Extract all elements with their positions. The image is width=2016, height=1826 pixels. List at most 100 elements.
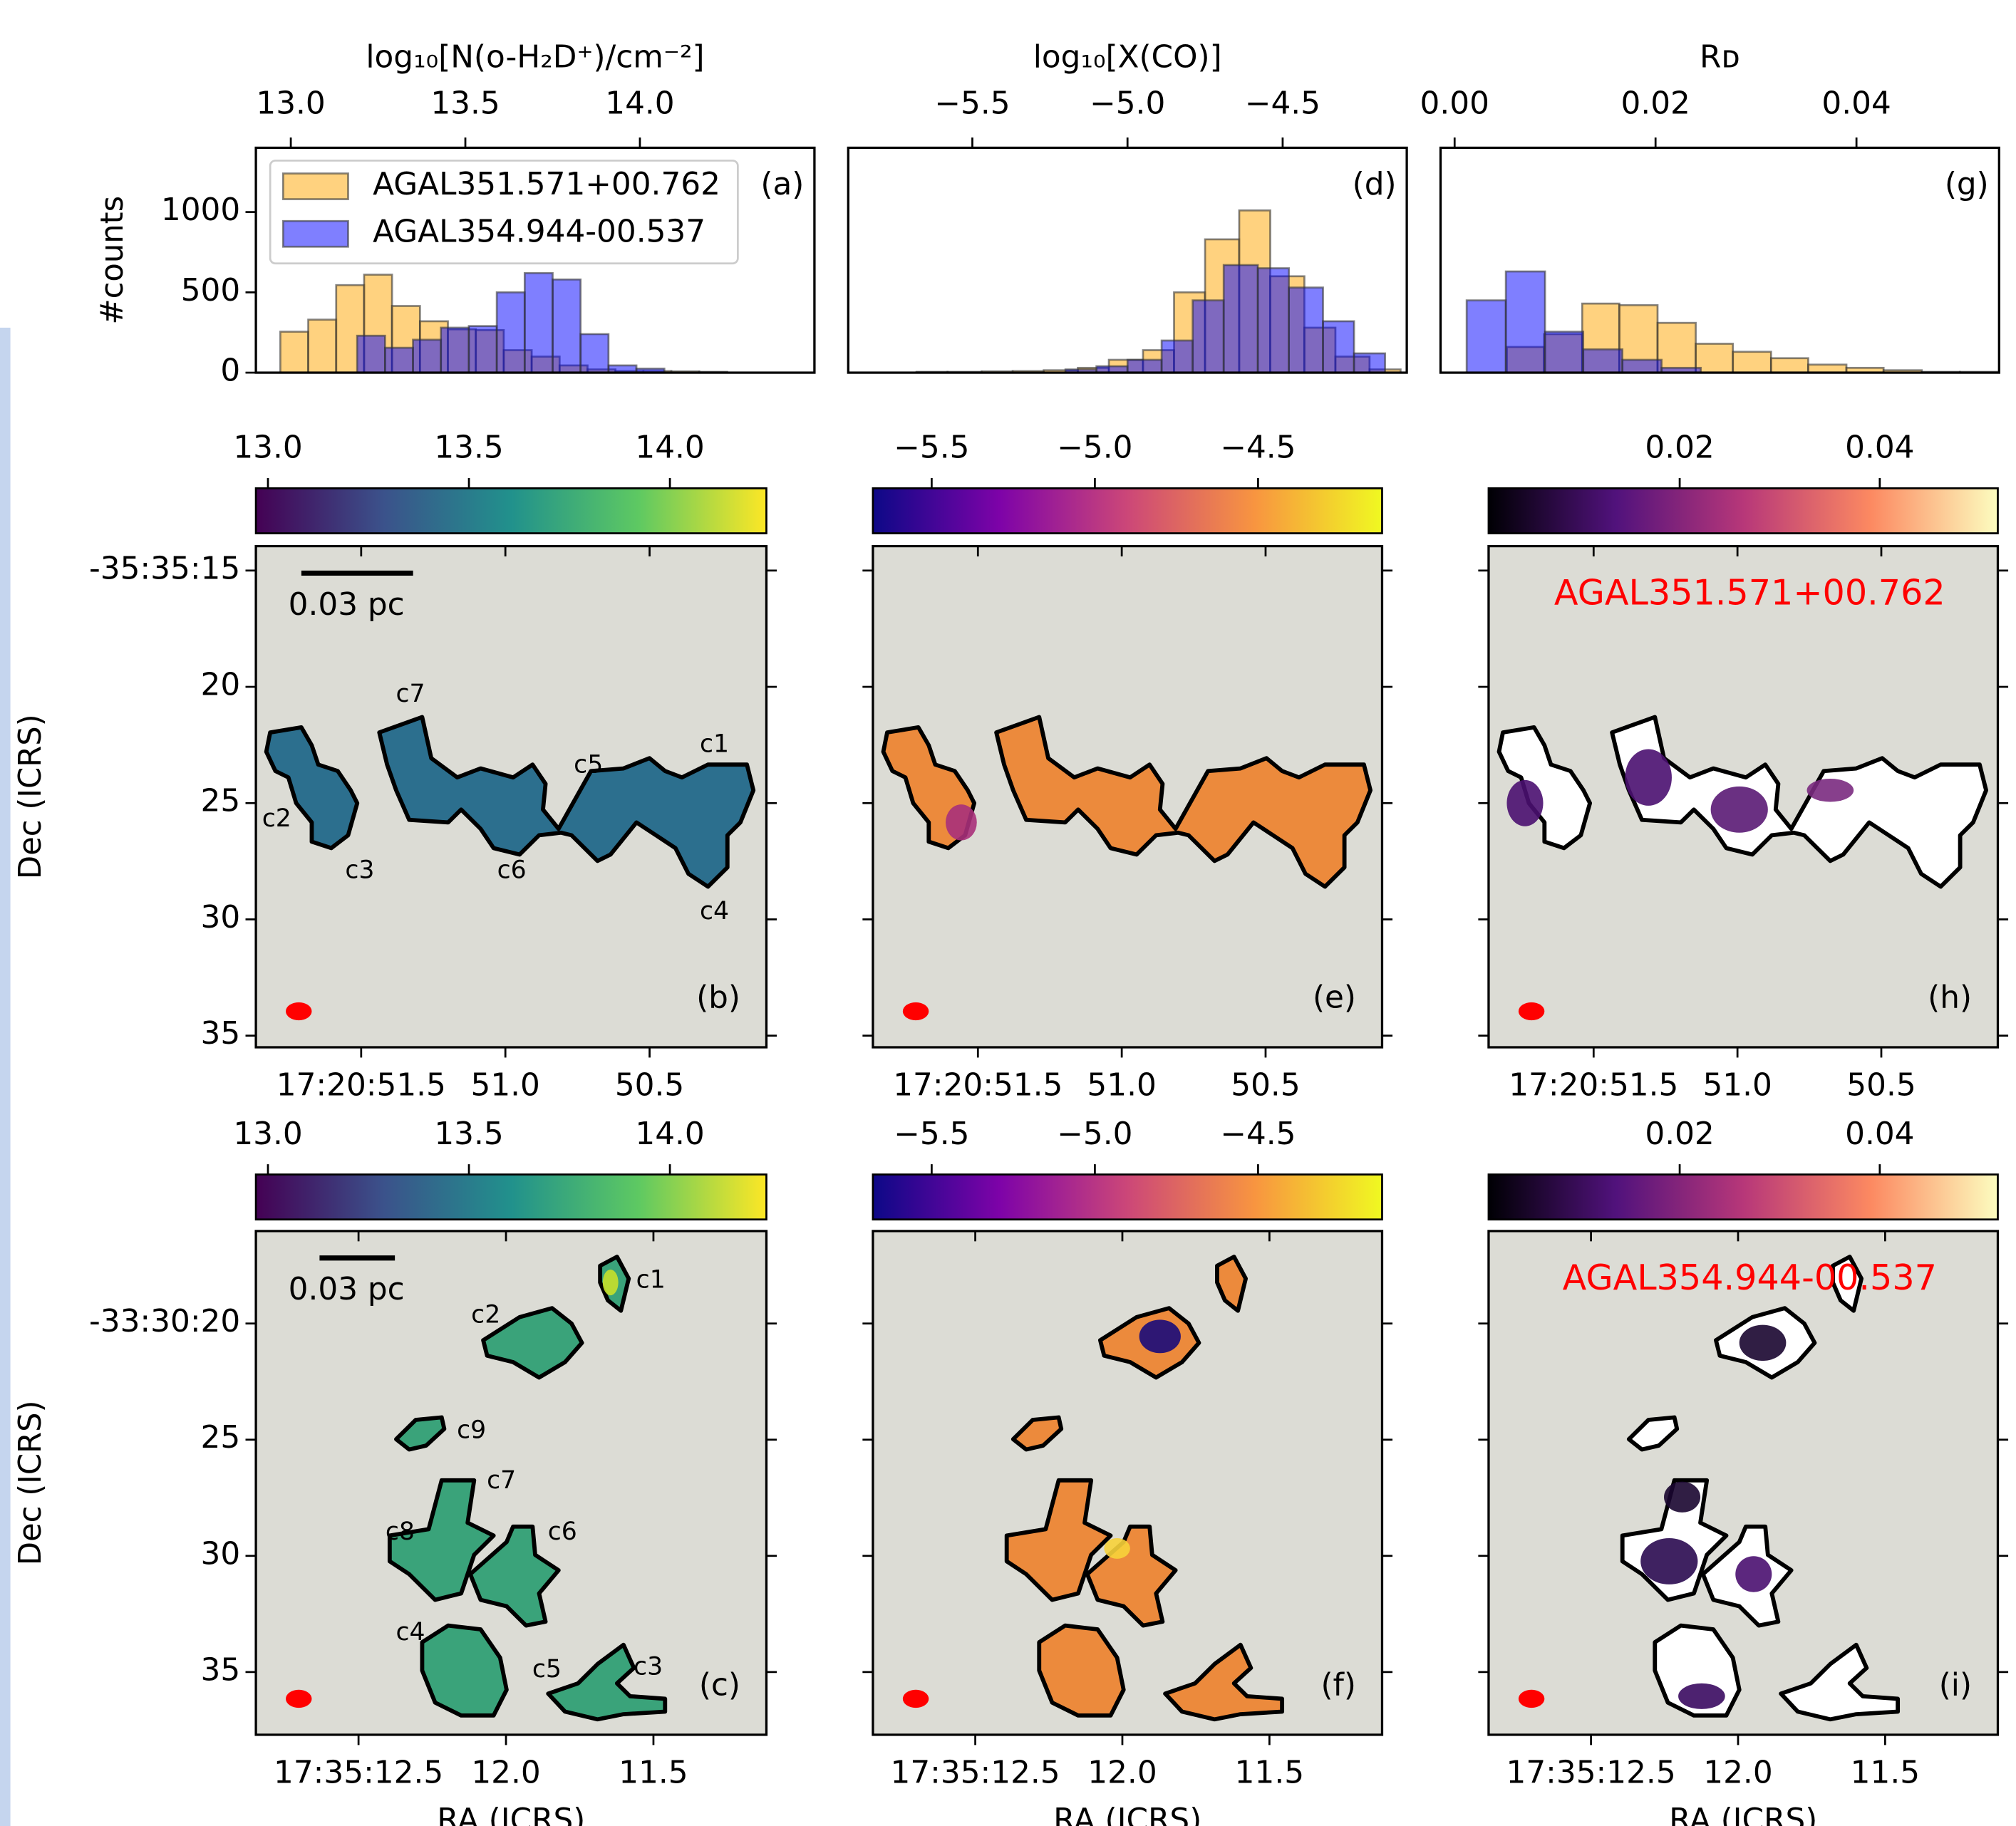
colorbar-tick-label: 0.04 xyxy=(1845,430,1914,466)
scale-bar-label: 0.03 pc xyxy=(289,587,405,623)
core-label: c3 xyxy=(634,1653,663,1681)
y-tick-label: -35:35:15 xyxy=(89,551,240,586)
x-tick-label: 51.0 xyxy=(470,1068,539,1104)
panel-label: (d) xyxy=(1353,167,1397,202)
histogram-bar xyxy=(524,273,552,373)
map-background xyxy=(873,1231,1382,1735)
figure: 13.013.514.005001000log₁₀[N(o-H₂D⁺)/cm⁻²… xyxy=(0,0,2016,1826)
histogram-bar xyxy=(1808,365,1846,373)
histogram-bar xyxy=(413,340,441,373)
core-label: c4 xyxy=(700,897,729,925)
core-label: c2 xyxy=(262,804,291,833)
core-label: c5 xyxy=(574,751,603,779)
x-tick-label: 17:35:12.5 xyxy=(274,1755,443,1790)
legend-swatch xyxy=(283,221,348,247)
y-tick-label: 0 xyxy=(220,353,240,389)
core-label: c7 xyxy=(487,1466,516,1495)
histogram-bar xyxy=(1733,352,1772,373)
colorbar-tick-label: −5.5 xyxy=(894,1116,969,1152)
panel-label: (i) xyxy=(1939,1668,1972,1703)
x-tick-label: 13.5 xyxy=(430,86,500,122)
colorbar xyxy=(256,488,766,533)
source-name: AGAL351.571+00.762 xyxy=(1554,573,1945,613)
x-tick-label: 50.5 xyxy=(615,1068,684,1104)
histogram-bar xyxy=(469,326,497,373)
y-tick-label: 20 xyxy=(201,668,241,703)
colorbar-tick-label: 0.02 xyxy=(1645,430,1714,466)
core-label: c9 xyxy=(457,1416,486,1445)
x-axis-label: log₁₀[X(CO)] xyxy=(1033,40,1222,76)
core-label: c5 xyxy=(532,1655,562,1684)
x-tick-label: 13.0 xyxy=(256,86,325,122)
colorbar-tick-label: 13.5 xyxy=(434,430,503,466)
x-tick-label: 50.5 xyxy=(1846,1068,1916,1104)
colorbar-tick-label: 0.04 xyxy=(1845,1116,1914,1152)
page: {"chart_data": [ {"type": "histogram", "… xyxy=(0,0,2016,1826)
x-tick-label: 12.0 xyxy=(1087,1755,1157,1790)
beam xyxy=(1519,1002,1544,1020)
map-patch xyxy=(1735,1556,1772,1592)
map-patch xyxy=(1678,1684,1725,1709)
histogram-bar xyxy=(1258,269,1289,373)
x-tick-label: 12.0 xyxy=(471,1755,540,1790)
y-tick-label: 35 xyxy=(201,1016,241,1052)
histogram-bar xyxy=(441,328,469,373)
colorbar-tick-label: 14.0 xyxy=(635,1116,704,1152)
panel-label: (f) xyxy=(1320,1668,1356,1703)
histogram-bar xyxy=(357,336,385,373)
colorbar xyxy=(256,1175,766,1220)
colorbar-tick-label: 14.0 xyxy=(635,430,704,466)
map-patch xyxy=(1711,787,1768,833)
histogram-bar xyxy=(1771,358,1808,373)
y-tick-label: 1000 xyxy=(161,192,240,228)
y-axis-label: #counts xyxy=(95,196,130,325)
histogram-bar xyxy=(1506,271,1545,373)
colorbar-tick-label: −5.5 xyxy=(894,430,969,466)
colorbar-tick-label: −5.0 xyxy=(1057,430,1132,466)
x-tick-label: 50.5 xyxy=(1231,1068,1300,1104)
histogram-bar xyxy=(280,332,308,373)
histogram-bar xyxy=(1289,288,1323,373)
map-patch xyxy=(1506,780,1543,826)
beam xyxy=(903,1002,929,1020)
core-label: c6 xyxy=(548,1518,577,1546)
colorbar-tick-label: 13.0 xyxy=(233,1116,302,1152)
core-label: c2 xyxy=(471,1301,500,1329)
map-patch xyxy=(1104,1538,1130,1559)
x-tick-label: 51.0 xyxy=(1087,1068,1156,1104)
beam xyxy=(286,1002,311,1020)
beam xyxy=(286,1690,311,1708)
x-tick-label: 14.0 xyxy=(605,86,674,122)
colorbar xyxy=(1489,488,1998,533)
map-patch xyxy=(1139,1319,1181,1353)
histogram-bar xyxy=(1467,301,1506,373)
x-axis-label: Rᴅ xyxy=(1700,40,1740,76)
histogram-bar xyxy=(1354,353,1385,373)
x-tick-label: 17:35:12.5 xyxy=(891,1755,1060,1790)
y-tick-label: 30 xyxy=(201,900,241,935)
histogram-bar xyxy=(1323,321,1355,373)
histogram-bar xyxy=(1545,332,1583,373)
histogram-bar xyxy=(581,334,609,373)
x-tick-label: 0.04 xyxy=(1821,86,1891,122)
histogram-bar xyxy=(1623,360,1662,373)
map-patch xyxy=(1807,779,1854,802)
core-label: c1 xyxy=(700,730,729,759)
map-background xyxy=(1489,1231,1998,1735)
panel-label: (a) xyxy=(760,167,804,202)
core-label: c6 xyxy=(497,856,527,884)
y-tick-label: 25 xyxy=(201,1420,241,1456)
map-patch xyxy=(603,1270,619,1295)
histogram-bar xyxy=(1583,349,1623,373)
x-axis-label: RA (ICRS) xyxy=(437,1802,585,1826)
core-label: c3 xyxy=(345,856,374,884)
x-tick-label: 17:35:12.5 xyxy=(1506,1755,1676,1790)
colorbar-tick-label: 13.0 xyxy=(233,430,302,466)
scale-bar-label: 0.03 pc xyxy=(289,1272,405,1307)
beam xyxy=(1519,1690,1544,1708)
x-tick-label: 17:20:51.5 xyxy=(893,1068,1063,1104)
histogram-bar xyxy=(552,279,580,373)
histogram-bar xyxy=(1224,265,1258,373)
map-patch xyxy=(1625,749,1672,806)
legend-label: AGAL354.944-00.537 xyxy=(373,214,705,250)
